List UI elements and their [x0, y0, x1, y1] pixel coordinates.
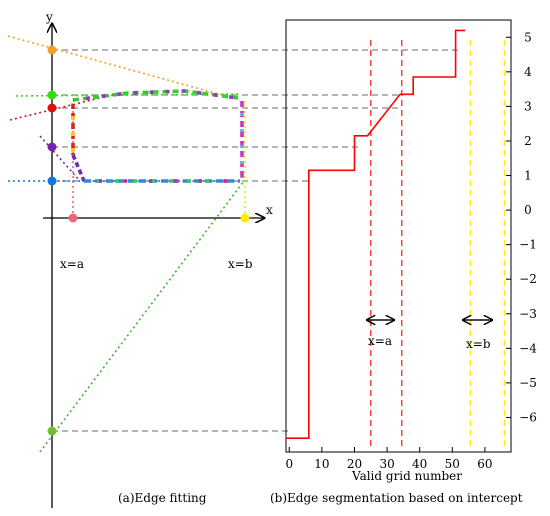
panel-a-edge-fitting: y x — [7, 10, 460, 508]
x-tick-label: 0 — [285, 457, 293, 471]
edge-rectangle — [71, 89, 244, 183]
y-tick-label: −2 — [519, 272, 537, 286]
tick-marks — [288, 36, 511, 452]
x-tick-label: 10 — [314, 457, 329, 471]
y-tick-label: 1 — [524, 169, 532, 183]
y-tick-label: −3 — [519, 307, 537, 321]
xa-label-b: x=a — [368, 334, 392, 348]
intercept-point-purple — [47, 142, 57, 152]
y-tick-label: 3 — [524, 99, 532, 113]
x-tick-label: 60 — [477, 457, 492, 471]
plot-frame — [285, 19, 512, 453]
y-tick-labels: 5 4 3 2 1 0 −1 −2 −3 −4 −5 −6 — [519, 30, 537, 424]
x-tick-label: 40 — [412, 457, 427, 471]
y-tick-label: −5 — [519, 376, 537, 390]
y-axis-label: y — [45, 10, 53, 24]
caption-a: (a)Edge fitting — [118, 491, 207, 505]
vertical-markers — [370, 40, 506, 446]
fit-lines — [7, 35, 246, 453]
guide-lines — [52, 49, 460, 432]
y-tick-label: −1 — [519, 238, 537, 252]
intercept-point-green — [47, 90, 57, 100]
x-tick-labels: 0 10 20 30 40 50 60 — [285, 457, 492, 471]
y-tick-label: 0 — [524, 203, 532, 217]
intercept-point-olive — [47, 426, 57, 436]
y-tick-label: 5 — [524, 30, 532, 44]
xa-marker-point — [68, 213, 78, 223]
intercept-point-orange — [47, 45, 57, 55]
series-line — [286, 29, 466, 440]
y-tick-label: −6 — [519, 410, 537, 424]
x-axis-title-b: Valid grid number — [351, 469, 462, 483]
y-tick-label: 2 — [524, 134, 532, 148]
xb-marker-point — [240, 213, 250, 223]
caption-b: (b)Edge segmentation based on intercept — [270, 491, 523, 505]
intercept-point-red — [47, 103, 57, 113]
intercept-point-blue — [47, 176, 57, 186]
y-tick-label: −4 — [519, 341, 537, 355]
x-tick-label: 50 — [445, 457, 460, 471]
series-layer — [286, 29, 466, 440]
y-tick-label: 4 — [524, 65, 532, 79]
x-tick-label: 20 — [347, 457, 362, 471]
xb-label-b: x=b — [466, 337, 491, 351]
xa-label-a: x=a — [60, 257, 84, 271]
x-axis-label: x — [266, 203, 273, 217]
x-tick-label: 30 — [379, 457, 394, 471]
xb-label-a: x=b — [228, 257, 253, 271]
